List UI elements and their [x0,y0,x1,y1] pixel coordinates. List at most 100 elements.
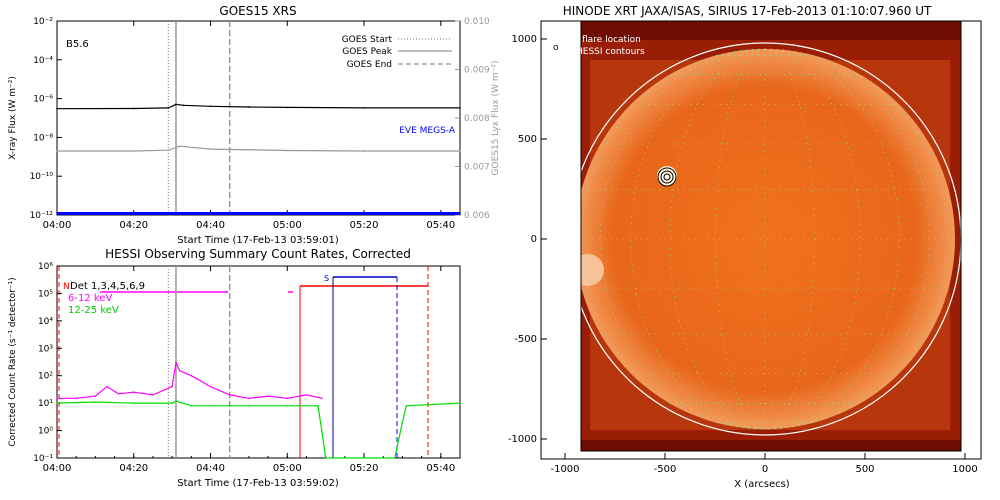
hessi-series-point [179,370,181,372]
hessi-series-point [190,374,193,377]
goes-xtick-label: 04:20 [119,220,148,231]
hessi-series-point [209,385,212,388]
goes-ytick-label: 10⁻⁴ [33,56,53,66]
goes-xtick-label: 04:00 [43,220,72,231]
goes-legend-start: GOES Start [342,35,393,45]
sun-ytick-label: -1000 [508,434,537,445]
sun-panel: HINODE XRT JAXA/ISAS, SIRIUS 17-Feb-2013… [508,4,982,490]
hessi-frame [56,265,461,459]
hessi-flag-s: S [324,274,329,283]
hessi-ytick-label: 10⁴ [38,317,53,327]
sun-grid-meridian [764,48,815,430]
goes-y2tick-label: 0.006 [464,211,490,221]
goes-series-point [459,150,461,152]
goes-xtick-label: 05:20 [350,220,379,231]
sun-xtick-label: 1000 [952,464,977,475]
goes-series-point [179,145,181,148]
hessi-legend-low: 6-12 keV [68,293,112,304]
goes-series-point [209,105,212,108]
sun-ticks: -1000 -500 0 500 1000 -1000 -500 0 500 1000 [508,34,978,475]
hessi-ylabel: Corrected Count Rate (s⁻¹ detector⁻¹) [8,277,18,446]
goes-y2tick-label: 0.009 [464,66,490,76]
goes-ytick-label: 10⁻¹⁰ [30,172,54,182]
hessi-ytick-label: 10⁵ [38,289,53,299]
sun-title: HINODE XRT JAXA/ISAS, SIRIUS 17-Feb-2013… [563,4,932,18]
hessi-series-point [171,402,173,404]
goes-series-point [56,107,58,110]
hessi-series-point [286,405,289,407]
hessi-xlabel: Start Time (17-Feb-13 03:59:02) [177,478,339,489]
goes-xtick-label: 05:40 [426,220,455,231]
goes-legend-peak: GOES Peak [342,47,392,57]
hessi-series-point [321,397,323,400]
hessi-series-point [175,361,177,364]
hessi-series-point [132,391,135,394]
hessi-xtick-label: 05:20 [350,463,379,474]
hessi-series-point [171,385,173,388]
goes-series-point [209,148,212,150]
sun-grid [581,48,955,430]
goes-ytick-label: 10⁻¹² [30,211,54,221]
goes-series-point [167,107,170,109]
sun-ytick-label: -500 [514,334,537,345]
hessi-contour-inner [663,173,671,181]
sun-ytick-label: 500 [518,134,537,145]
sun-limb [581,42,961,436]
goes-title: GOES15 XRS [219,4,296,18]
hessi-series-point [56,402,58,404]
hessi-ytick-label: 10¹ [38,399,53,409]
hessi-title: HESSI Observing Summary Count Rates, Cor… [105,247,411,261]
hessi-series-point [117,392,120,395]
goes-y2tick-label: 0.007 [464,163,490,173]
hessi-attenuator-bars [100,276,428,293]
hessi-xtick-label: 04:40 [196,463,225,474]
goes-series [56,103,461,215]
sun-legend: o flare location HESSI contours [553,35,645,57]
goes-xtick-label: 05:00 [273,220,302,231]
goes-overlay-label: EVE MEGS-A [399,126,456,136]
goes-ytick-label: 10⁻⁶ [33,95,53,105]
hessi-period-lines [58,266,429,458]
hessi-series-point [228,394,231,396]
hessi-series-point [94,401,97,403]
goes-y2tick-label: 0.010 [464,17,490,27]
hessi-series-point [267,395,269,397]
hessi-legend-det: Det 1,3,4,5,6,9 [70,281,145,292]
sun-ytick-label: 0 [531,234,537,245]
hessi-ytick-label: 10⁰ [38,427,53,437]
goes-y2label: GOES15 Lyx Flux (W m⁻²) [491,61,501,176]
sun-disk [581,49,955,429]
hessi-ytick-label: 10² [38,372,53,382]
goes-ytick-label: 10⁻⁸ [33,133,53,143]
sun-xtick-label: 0 [762,464,768,475]
hessi-series-point [286,397,289,400]
hessi-contours [657,167,677,187]
east-limb-bright [581,254,604,286]
goes-annotation: B5.6 [66,39,89,50]
goes-series-point [459,212,461,215]
goes-series-point [363,150,365,152]
goes-series-point [459,107,461,109]
sun-xtick-label: -500 [654,464,677,475]
hessi-ytick-label: 10³ [38,344,53,354]
sun-axes-frame [540,20,982,460]
goes-legend: GOES Start GOES Peak GOES End [342,35,452,70]
hessi-series-point [175,400,177,402]
sun-legend-flare: flare location [582,35,641,45]
hessi-series-point [152,394,154,396]
goes-series-point [248,106,250,108]
hessi-series-point [317,405,319,407]
goes-series-point [167,149,170,151]
sun-xtick-label: -1000 [550,464,579,475]
hessi-ytick-label: 10⁶ [38,262,53,272]
hessi-series-point [106,385,108,388]
goes-series-point [56,150,58,152]
hessi-series-line-1 [56,400,461,459]
goes-series-line-0 [56,103,460,110]
hessi-contour-mid [660,170,674,184]
goes-series-point [363,107,365,109]
goes-series-point [56,212,58,215]
goes-y2tick-label: 0.008 [464,114,490,124]
goes-panel: GOES15 XRS B5.6 X-ray Flux (W m⁻²) GOES1… [8,4,501,246]
